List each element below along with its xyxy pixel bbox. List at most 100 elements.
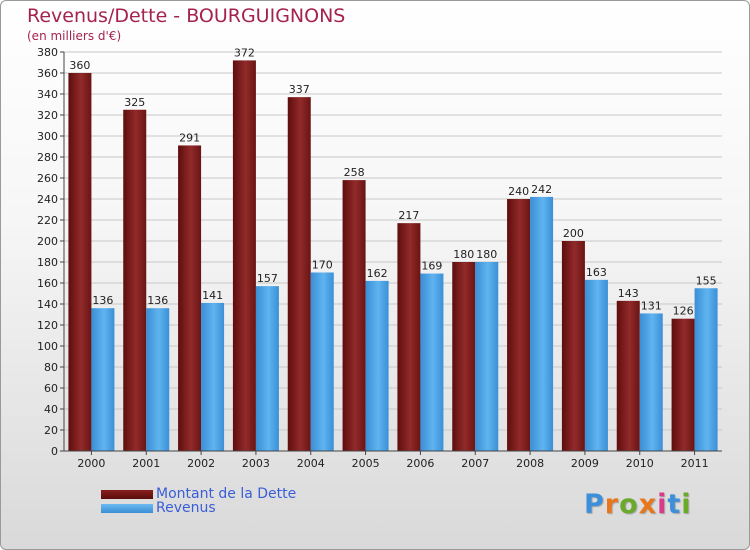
bar-dette <box>178 145 202 451</box>
bar-dette <box>561 241 585 451</box>
legend-item-revenus: Revenus <box>101 501 296 515</box>
logo-letter: i <box>657 489 668 520</box>
data-label: 169 <box>421 260 442 273</box>
x-tick-label: 2002 <box>187 457 215 470</box>
bar-revenus <box>475 262 499 451</box>
x-tick-label: 2010 <box>626 457 654 470</box>
x-tick-label: 2006 <box>406 457 434 470</box>
y-tick-label: 340 <box>37 88 58 101</box>
data-label: 200 <box>563 227 584 240</box>
data-label: 325 <box>124 96 145 109</box>
y-tick-label: 320 <box>37 109 58 122</box>
data-label: 136 <box>92 294 113 307</box>
bar-dette <box>616 300 640 451</box>
axes: 0 20 40 60 80 100 120 140 160 180 200 220 240 260 280 3… <box>37 46 722 470</box>
logo-letter: r <box>604 489 620 520</box>
x-tick-label: 2001 <box>132 457 160 470</box>
bar-dette <box>452 262 476 451</box>
bar-revenus <box>255 286 279 451</box>
legend: Montant de la Dette Revenus <box>101 487 296 515</box>
legend-swatch-debt <box>101 489 153 499</box>
y-tick-label: 140 <box>37 298 58 311</box>
data-label: 291 <box>179 131 200 144</box>
bar-dette <box>507 199 531 451</box>
y-tick-label: 80 <box>44 361 58 374</box>
bar-dette <box>671 318 695 451</box>
data-label: 141 <box>202 289 223 302</box>
bars: 360 136 325 136 291 141 372 157 337 170 258 162 217 1… <box>68 46 718 452</box>
x-tick-label: 2004 <box>297 457 325 470</box>
bar-revenus <box>201 302 225 451</box>
y-tick-label: 120 <box>37 319 58 332</box>
y-tick-label: 100 <box>37 340 58 353</box>
data-label: 242 <box>531 183 552 196</box>
bar-revenus <box>91 308 115 451</box>
data-label: 155 <box>696 274 717 287</box>
legend-label-debt: Montant de la Dette <box>156 486 297 502</box>
bar-dette <box>123 109 147 451</box>
data-label: 162 <box>367 267 388 280</box>
bar-revenus <box>420 273 444 451</box>
data-label: 143 <box>618 287 639 300</box>
y-tick-label: 0 <box>51 445 58 458</box>
logo-letter: o <box>619 489 639 520</box>
data-label: 360 <box>69 59 90 72</box>
y-tick-label: 280 <box>37 151 58 164</box>
x-tick-label: 2011 <box>681 457 709 470</box>
y-tick-label: 380 <box>37 46 58 59</box>
data-label: 157 <box>257 272 278 285</box>
legend-swatch-revenus <box>101 503 153 513</box>
data-label: 217 <box>398 209 419 222</box>
bar-dette <box>232 60 256 452</box>
y-tick-label: 160 <box>37 277 58 290</box>
bar-revenus <box>584 279 608 451</box>
logo-letter: t <box>667 489 682 520</box>
data-label: 126 <box>673 305 694 318</box>
chart-subtitle: (en milliers d'€) <box>27 29 122 43</box>
data-label: 372 <box>234 46 255 59</box>
bar-revenus <box>639 313 663 451</box>
x-tick-label: 2007 <box>461 457 489 470</box>
logo-letter: P <box>584 489 605 520</box>
proxiti-logo: Proxiti <box>584 489 692 520</box>
data-label: 131 <box>641 299 662 312</box>
y-tick-label: 40 <box>44 403 58 416</box>
x-tick-label: 2000 <box>77 457 105 470</box>
logo-letter: i <box>681 489 692 520</box>
data-label: 180 <box>453 248 474 261</box>
chart-title: Revenus/Dette - BOURGUIGNONS <box>27 5 346 27</box>
y-tick-label: 360 <box>37 67 58 80</box>
data-label: 180 <box>476 248 497 261</box>
data-label: 337 <box>289 83 310 96</box>
x-tick-label: 2003 <box>242 457 270 470</box>
y-tick-label: 260 <box>37 172 58 185</box>
bar-revenus <box>146 308 170 451</box>
y-tick-label: 180 <box>37 256 58 269</box>
bar-dette <box>287 97 311 452</box>
bar-dette <box>68 73 92 451</box>
bar-dette <box>397 223 421 451</box>
bar-revenus <box>310 272 334 451</box>
gridlines <box>64 51 722 452</box>
bar-dette <box>342 180 366 451</box>
x-tick-label: 2008 <box>516 457 544 470</box>
x-tick-label: 2009 <box>571 457 599 470</box>
bar-revenus <box>694 288 718 451</box>
y-tick-label: 20 <box>44 424 58 437</box>
bar-revenus <box>530 196 554 451</box>
logo-letter: x <box>638 489 658 520</box>
y-tick-label: 220 <box>37 214 58 227</box>
y-tick-label: 200 <box>37 235 58 248</box>
legend-item-debt: Montant de la Dette <box>101 487 296 501</box>
legend-label-revenus: Revenus <box>156 500 216 516</box>
data-label: 170 <box>312 259 333 272</box>
bar-revenus <box>365 280 389 451</box>
data-label: 258 <box>344 166 365 179</box>
data-label: 240 <box>508 185 529 198</box>
x-tick-label: 2005 <box>352 457 380 470</box>
data-label: 163 <box>586 266 607 279</box>
y-tick-label: 60 <box>44 382 58 395</box>
data-label: 136 <box>147 294 168 307</box>
